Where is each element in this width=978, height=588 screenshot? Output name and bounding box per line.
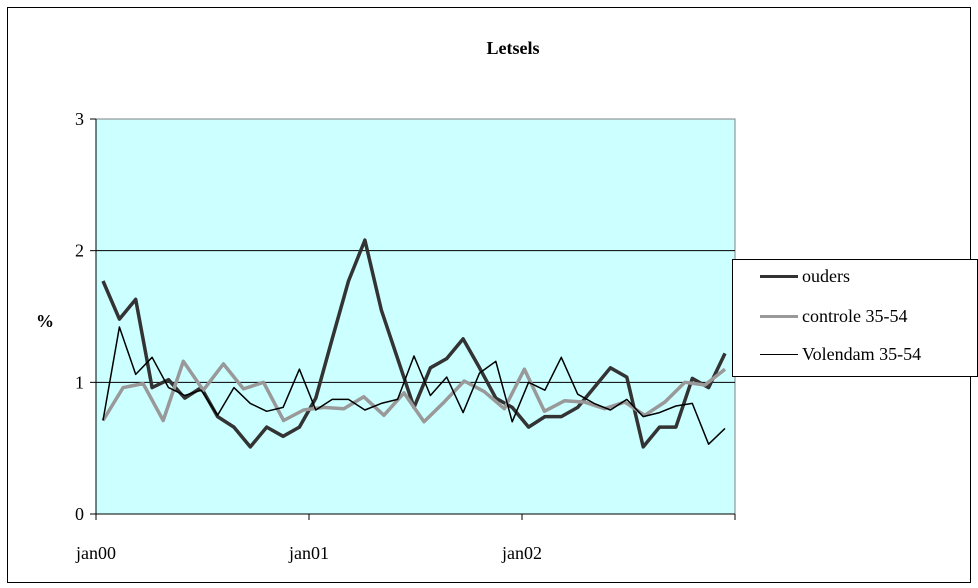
x-tick-label: jan01 — [288, 543, 329, 563]
chart-title: Letsels — [487, 38, 540, 58]
legend: ouders controle 35-54 Volendam 35-54 — [732, 259, 978, 377]
legend-item-ouders: ouders — [733, 266, 978, 286]
plot-background — [95, 118, 736, 515]
y-tick-label: 3 — [75, 109, 84, 129]
legend-swatch-ouders — [760, 275, 798, 278]
legend-label-controle: controle 35-54 — [802, 306, 908, 326]
y-tick-label: 0 — [75, 504, 84, 524]
y-tick-label: 1 — [75, 372, 84, 392]
legend-label-volendam: Volendam 35-54 — [802, 344, 922, 364]
x-tick-label: jan00 — [75, 543, 116, 563]
legend-swatch-controle — [760, 315, 798, 318]
x-tick-label: jan02 — [501, 543, 542, 563]
legend-item-volendam: Volendam 35-54 — [733, 344, 978, 364]
legend-item-controle: controle 35-54 — [733, 306, 978, 326]
series-line-2 — [102, 326, 726, 445]
legend-label-ouders: ouders — [802, 266, 850, 286]
legend-swatch-volendam — [760, 354, 798, 355]
y-axis-label: % — [36, 311, 54, 331]
plot-area: 0 1 2 3 jan00 jan01 jan02 — [75, 109, 736, 563]
y-tick-label: 2 — [75, 241, 84, 261]
